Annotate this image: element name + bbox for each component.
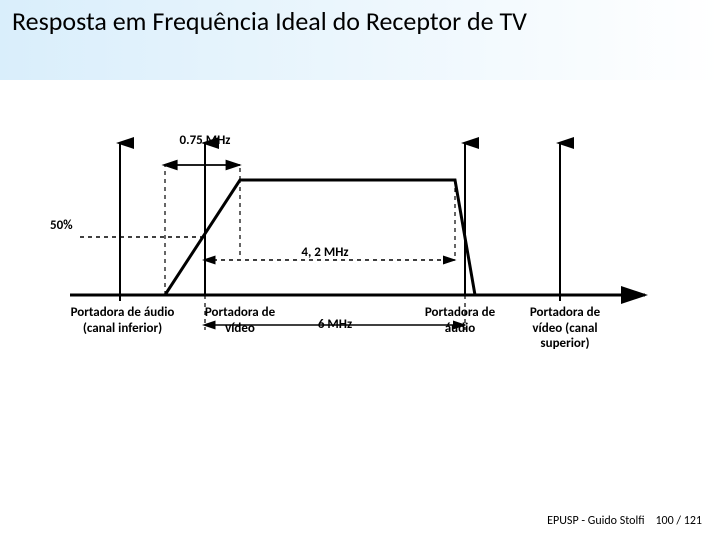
label-audio-lower: Portadora de áudio (canal inferior) — [70, 305, 175, 336]
label-6mhz: 6 MHz — [305, 317, 365, 333]
footer-page: 100 / 121 — [655, 514, 702, 528]
frequency-response-diagram: 0.75 MHz 50% 4, 2 MHz 6 MHz Portadora de… — [60, 125, 660, 405]
label-fifty-percent: 50% — [50, 218, 90, 234]
slide-footer: EPUSP - Guido Stolfi 100 / 121 — [547, 514, 702, 528]
diagram-svg — [60, 125, 660, 335]
page-title: Resposta em Frequência Ideal do Receptor… — [12, 5, 708, 38]
label-video-carrier: Portadora de vídeo — [195, 305, 285, 336]
label-42mhz: 4, 2 MHz — [280, 245, 370, 261]
footer-source: EPUSP - Guido Stolfi — [547, 514, 644, 528]
title-bar: Resposta em Frequência Ideal do Receptor… — [0, 0, 720, 80]
label-audio-carrier: Portadora de áudio — [415, 305, 505, 336]
label-075mhz: 0.75 MHz — [170, 133, 240, 149]
label-video-upper: Portadora de vídeo (canal superior) — [515, 305, 615, 352]
